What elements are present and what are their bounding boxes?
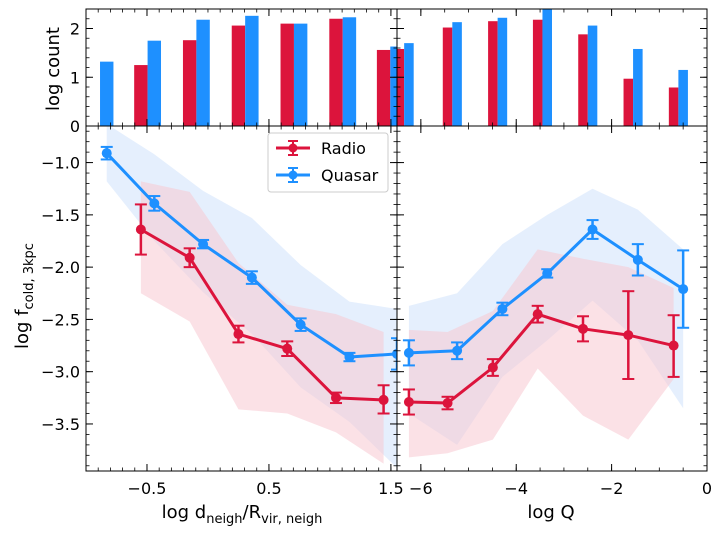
main-dneigh-ytick-label: −1.0 <box>41 154 80 173</box>
hist-dneigh-bar-radio <box>182 40 197 126</box>
main-q-xtick-label: −4 <box>504 479 528 498</box>
main-dneigh-ytick-label: −3.0 <box>41 363 80 382</box>
hist-q-bar-quasar <box>587 25 598 126</box>
main-q-point-radio <box>668 340 679 351</box>
main-dneigh-line-radio <box>140 228 384 402</box>
main-dneigh-point-radio <box>233 329 244 340</box>
main-ylabel: log fcold, 3kpc <box>12 243 37 349</box>
legend: Radio Quasar <box>267 132 389 193</box>
hist-dneigh-ytick-label: 1 <box>70 68 80 87</box>
hist-ylabel: log count <box>43 27 64 111</box>
main-dneigh-plot <box>100 126 397 468</box>
main-q-xtick-label: −2 <box>600 479 624 498</box>
main-dneigh-xtick-label: 1.5 <box>378 479 403 498</box>
main-dneigh-point-quasar <box>149 198 160 209</box>
main-dneigh-point-radio <box>135 224 146 235</box>
hist-q-bar-radio <box>668 87 679 126</box>
main-q-point-radio <box>578 323 588 334</box>
legend-entry-quasar: Quasar <box>276 166 379 185</box>
xlabel-dneigh-mid: /R <box>243 502 262 523</box>
main-q-plot <box>402 188 690 458</box>
main-ylabel-main: log f <box>12 309 33 349</box>
main-dneigh-point-quasar <box>101 148 112 159</box>
hist-dneigh-bar-quasar <box>147 40 162 126</box>
main-dneigh-point-quasar <box>344 352 355 363</box>
hist-dneigh-panel: 0 1 2 <box>70 8 398 136</box>
legend-entry-radio: Radio <box>276 139 366 158</box>
hist-q-bar-radio <box>488 21 498 126</box>
main-dneigh-point-radio <box>378 394 389 405</box>
xlabel-dneigh-sub2: vir, neigh <box>261 512 322 527</box>
xlabel-dneigh-main: log d <box>162 502 207 523</box>
main-q-point-radio <box>442 398 453 409</box>
hist-q-bar-quasar <box>678 69 688 126</box>
hist-dneigh-bar-quasar <box>100 61 114 126</box>
main-dneigh-point-quasar <box>392 348 397 359</box>
hist-dneigh-bar-quasar <box>196 19 210 126</box>
hist-dneigh-bar-radio <box>376 49 391 126</box>
hist-dneigh-bar-quasar <box>245 15 259 126</box>
main-xlabel-dneigh: log dneigh/Rvir, neigh <box>162 502 323 527</box>
legend-radio-marker <box>288 143 298 153</box>
hist-q-bar-radio <box>578 34 588 126</box>
hist-q-bars <box>397 9 688 126</box>
hist-q-bar-quasar <box>452 22 462 126</box>
main-q-band-radio <box>408 249 674 458</box>
hist-dneigh-bar-radio <box>329 18 343 126</box>
hist-q-panel <box>396 8 708 127</box>
main-q-point-quasar <box>497 303 508 314</box>
main-q-point-radio <box>487 362 498 373</box>
main-q-point-radio <box>532 309 543 320</box>
hist-q-bar-radio <box>442 27 453 126</box>
legend-quasar-label: Quasar <box>321 166 379 185</box>
main-q-point-quasar <box>632 254 643 265</box>
hist-dneigh-bar-radio <box>280 23 294 126</box>
hist-dneigh-bars <box>100 15 397 126</box>
legend-quasar-marker <box>288 170 298 180</box>
main-dneigh-xtick-label: −0.5 <box>128 479 167 498</box>
main-q-panel: −6 −4 −2 0 <box>396 125 712 498</box>
hist-q-bar-radio <box>623 78 634 126</box>
main-dneigh-xtick-label: 0.5 <box>256 479 281 498</box>
legend-radio-label: Radio <box>321 139 366 158</box>
hist-q-bar-quasar <box>542 9 552 126</box>
xlabel-dneigh-sub: neigh <box>206 512 242 527</box>
main-dneigh-ytick-label: −2.5 <box>41 310 80 329</box>
hist-dneigh-bar-radio <box>231 25 246 126</box>
hist-q-bar-quasar <box>497 17 508 126</box>
main-dneigh-ytick-label: −1.5 <box>41 206 80 225</box>
main-q-point-quasar <box>587 224 598 235</box>
main-q-xtick-label: 0 <box>702 479 712 498</box>
main-q-point-radio <box>623 330 634 341</box>
main-q-point-quasar <box>403 347 414 358</box>
hist-dneigh-bar-quasar <box>390 46 397 126</box>
main-dneigh-point-quasar <box>246 272 257 283</box>
main-q-point-radio <box>403 397 414 407</box>
hist-q-bar-quasar <box>633 48 643 126</box>
hist-dneigh-ytick-label: 2 <box>70 20 80 39</box>
main-dneigh-point-quasar <box>295 319 306 330</box>
main-q-point-quasar <box>452 345 463 356</box>
hist-dneigh-bar-radio <box>134 65 148 126</box>
main-dneigh-ytick-label: −2.0 <box>41 258 80 277</box>
main-dneigh-point-quasar <box>198 239 209 250</box>
main-dneigh-point-radio <box>282 343 293 354</box>
hist-dneigh-ytick-label: 0 <box>70 117 80 136</box>
main-xlabel-q: log Q <box>527 502 574 523</box>
hist-dneigh-bar-quasar <box>293 23 308 126</box>
hist-q-bar-quasar <box>404 43 414 126</box>
main-q-xtick-label: −6 <box>409 479 433 498</box>
main-ylabel-sub: cold, 3kpc <box>22 243 37 309</box>
main-q-point-quasar <box>678 284 689 295</box>
main-dneigh-band-radio <box>140 181 384 464</box>
main-dneigh-ytick-label: −3.5 <box>41 415 80 434</box>
hist-q-bar-radio <box>397 48 405 126</box>
main-dneigh-panel: −0.5 0.5 1.5 −1.0 −1.5 −2.0 −2.5 −3.0 −3.5 <box>41 125 404 498</box>
main-dneigh-point-radio <box>331 392 342 403</box>
main-dneigh-point-radio <box>184 252 195 263</box>
main-q-point-quasar <box>542 268 553 279</box>
hist-q-bar-radio <box>532 19 543 126</box>
hist-dneigh-bar-quasar <box>342 17 357 126</box>
